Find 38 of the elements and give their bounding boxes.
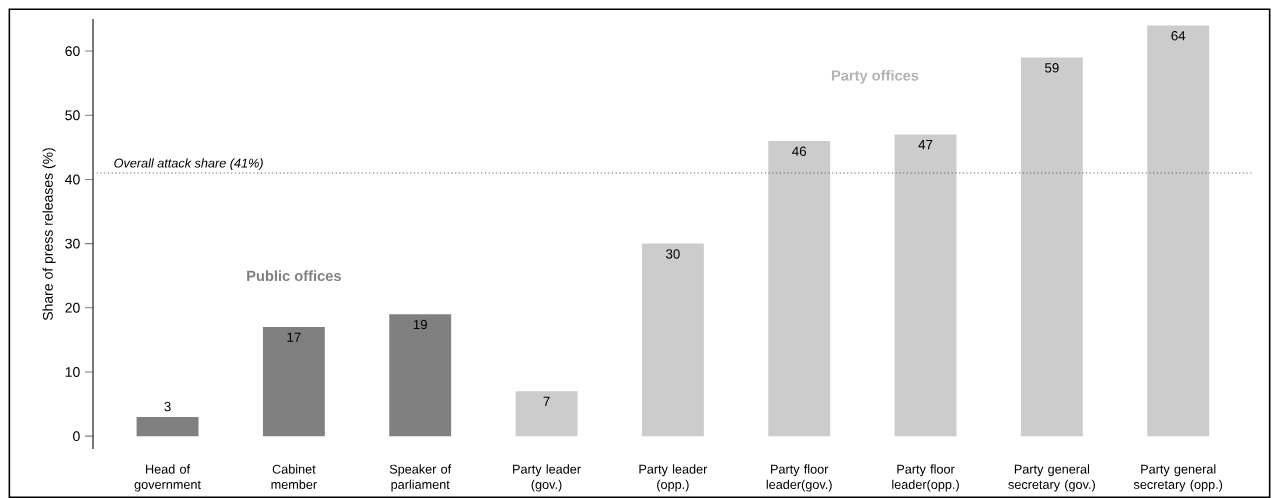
bar — [389, 314, 452, 437]
data-label: 30 — [665, 249, 680, 259]
bar — [1147, 25, 1210, 437]
bar — [641, 243, 704, 437]
x-tick-label: Cabinet member — [271, 464, 317, 489]
data-label: 3 — [164, 401, 171, 412]
bar — [768, 140, 831, 437]
x-tick-label: Party leader (gov.) — [513, 464, 581, 492]
data-label: 64 — [1171, 31, 1186, 41]
data-label: 46 — [792, 146, 807, 156]
y-tick-label: 10 — [65, 367, 80, 377]
annotation: Party offices — [831, 69, 919, 84]
x-tick-label: Party leader (opp.) — [639, 464, 708, 492]
bar — [515, 391, 578, 437]
y-axis-title: Share of press releases (%) — [42, 148, 56, 321]
data-label: 19 — [413, 319, 427, 330]
x-tick-label: Party general secretary (opp.) — [1133, 464, 1223, 492]
data-label: 47 — [918, 140, 933, 150]
y-tick-label: 40 — [65, 174, 80, 185]
bar — [136, 416, 199, 437]
y-tick-label: 60 — [65, 46, 80, 57]
x-tick-label: Speaker of parliament — [389, 464, 452, 492]
annotation: Public offices — [247, 270, 341, 282]
x-tick-label: Party floor leader(gov.) — [766, 464, 832, 492]
x-tick-label: Party floor leader(opp.) — [892, 464, 959, 492]
y-tick-label: 0 — [73, 431, 80, 442]
x-tick-label: Party general secretary (gov.) — [1008, 464, 1095, 492]
x-tick-label: Head of government — [134, 464, 201, 492]
y-tick-label: 50 — [65, 110, 80, 121]
bar — [262, 327, 325, 437]
data-label: 7 — [543, 396, 550, 406]
y-tick-label: 30 — [65, 238, 80, 249]
bar — [1020, 57, 1083, 437]
bar — [894, 134, 957, 437]
ref-line-label: Overall attack share (41%) — [114, 158, 263, 171]
y-tick-label: 20 — [65, 302, 80, 313]
data-label: 17 — [287, 332, 301, 342]
data-label: 59 — [1045, 63, 1059, 73]
